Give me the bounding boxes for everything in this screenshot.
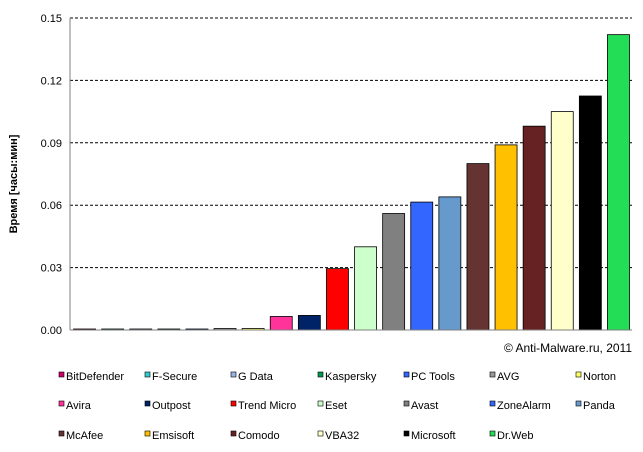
legend-label: Panda — [583, 400, 616, 412]
y-tick-label: 0.12 — [41, 75, 62, 87]
legend-label: Norton — [583, 371, 616, 383]
legend-swatch — [403, 400, 410, 407]
legend-label: Emsisoft — [152, 430, 194, 442]
legend-swatch — [144, 430, 151, 437]
bar-vba32 — [550, 111, 574, 331]
legend-swatch — [58, 371, 65, 378]
bar-microsoft — [578, 95, 602, 331]
legend-label: Outpost — [152, 400, 191, 412]
y-tick-label: 0.06 — [41, 200, 62, 212]
y-tick-label: 0.00 — [41, 325, 62, 337]
y-tick-label: 0.09 — [41, 138, 62, 150]
bar-outpost — [297, 315, 321, 331]
legend-label: Comodo — [238, 430, 280, 442]
legend-swatch — [317, 371, 324, 378]
legend-label: Kaspersky — [325, 371, 377, 383]
bar-emsisoft — [494, 144, 518, 331]
legend-label: PC Tools — [411, 371, 455, 383]
legend-swatch — [230, 371, 237, 378]
legend-label: BitDefender — [66, 371, 124, 383]
legend-swatch — [403, 430, 410, 437]
legend-label: Eset — [325, 400, 347, 412]
bar-mcafee — [466, 163, 490, 331]
legend-swatch — [575, 371, 582, 378]
legend-swatch — [230, 400, 237, 407]
bar-comodo — [522, 125, 546, 331]
legend-label: Avira — [66, 400, 92, 412]
bar-avira — [269, 316, 293, 331]
legend-label: Microsoft — [411, 430, 456, 442]
bar-avast — [382, 213, 406, 331]
legend-swatch — [403, 371, 410, 378]
gridlines — [70, 17, 632, 269]
copyright-annotation: © Anti-Malware.ru, 2011 — [504, 341, 632, 355]
legend-label: McAfee — [66, 430, 103, 442]
legend-label: Dr.Web — [497, 430, 533, 442]
y-tick-labels: 0.00 0.03 0.06 0.09 0.12 0.15 — [41, 13, 62, 337]
legend-label: AVG — [497, 371, 519, 383]
legend-swatch — [58, 430, 65, 437]
legend-swatch — [317, 430, 324, 437]
y-tick-label: 0.15 — [41, 13, 62, 25]
legend-swatch — [144, 371, 151, 378]
bar-dr-web — [607, 34, 630, 331]
legend-swatch — [575, 400, 582, 407]
bar-zonealarm — [410, 201, 434, 331]
legend-swatch — [317, 400, 324, 407]
legend: BitDefender F-Secure G Data Kaspersky PC Too… — [58, 371, 616, 442]
legend-swatch — [144, 400, 151, 407]
bar-eset — [354, 246, 377, 331]
legend-label: Avast — [411, 400, 438, 412]
legend-swatch — [489, 400, 496, 407]
y-tick-label: 0.03 — [41, 263, 62, 275]
legend-swatch — [58, 400, 65, 407]
legend-label: Trend Micro — [238, 400, 296, 412]
legend-label: VBA32 — [325, 430, 359, 442]
legend-label: ZoneAlarm — [497, 400, 551, 412]
y-axis-label: Время [часы:мин] — [8, 134, 20, 233]
legend-label: F-Secure — [152, 371, 197, 383]
legend-swatch — [489, 430, 496, 437]
legend-swatch — [489, 371, 496, 378]
legend-label: G Data — [238, 371, 274, 383]
bar-trend-micro — [326, 268, 349, 331]
bar-panda — [438, 196, 462, 331]
bars — [73, 34, 630, 331]
legend-swatch — [230, 430, 237, 437]
